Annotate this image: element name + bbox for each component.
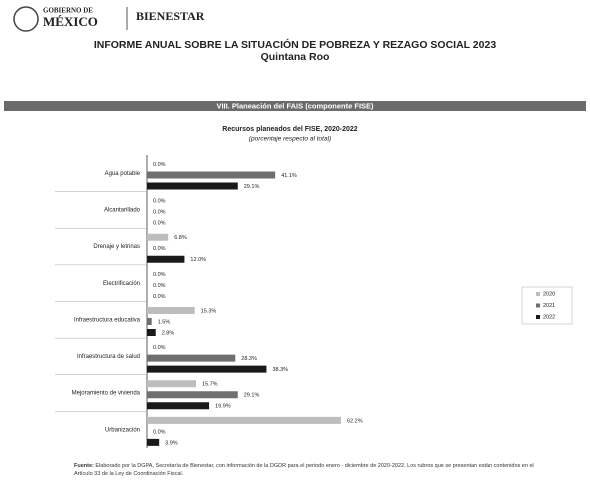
value-label: 0.0% bbox=[153, 272, 166, 278]
footnote-text: Elaborado por la DGPA, Secretaría de Bie… bbox=[74, 463, 534, 477]
legend-label: 2021 bbox=[543, 303, 555, 309]
category-label: Infraestructura educativa bbox=[74, 317, 141, 323]
bar bbox=[147, 182, 238, 190]
bar bbox=[147, 380, 196, 388]
gov-line1: GOBIERNO DE bbox=[43, 7, 93, 15]
footnote-label: Fuente: bbox=[74, 463, 94, 469]
value-label: 0.0% bbox=[153, 210, 166, 216]
bar bbox=[147, 402, 210, 410]
value-label: 0.0% bbox=[153, 199, 166, 205]
value-label: 15.3% bbox=[201, 308, 217, 314]
bar bbox=[147, 416, 341, 424]
legend-swatch bbox=[536, 292, 540, 296]
legend-box bbox=[521, 286, 573, 325]
agency: BIENESTAR bbox=[136, 9, 205, 23]
value-label: 0.0% bbox=[153, 246, 166, 252]
bar bbox=[147, 391, 238, 399]
bar bbox=[147, 233, 169, 241]
value-label: 15.7% bbox=[202, 382, 218, 388]
bar bbox=[147, 255, 185, 263]
value-label: 0.0% bbox=[153, 221, 166, 227]
category-label: Electrificación bbox=[103, 281, 140, 287]
category-label: Mejoramiento de vivienda bbox=[72, 391, 141, 397]
bar bbox=[147, 354, 236, 362]
legend-swatch bbox=[536, 303, 540, 308]
value-label: 29.1% bbox=[244, 184, 260, 190]
value-label: 12.0% bbox=[190, 257, 206, 263]
value-label: 41.1% bbox=[281, 173, 297, 179]
value-label: 0.0% bbox=[153, 283, 166, 289]
footnote: Fuente: Elaborado por la DGPA, Secretarí… bbox=[74, 462, 544, 478]
value-label: 2.8% bbox=[162, 330, 175, 336]
section-bar bbox=[4, 101, 586, 111]
value-label: 62.2% bbox=[347, 418, 363, 424]
legend-swatch bbox=[536, 315, 540, 319]
value-label: 38.3% bbox=[272, 367, 288, 373]
category-label: Infraestructura de salud bbox=[77, 354, 140, 360]
category-label: Agua potable bbox=[105, 171, 141, 177]
bar bbox=[147, 318, 152, 325]
category-label: Urbanización bbox=[105, 427, 140, 433]
report-subtitle: Quintana Roo bbox=[261, 51, 330, 63]
legend-label: 2022 bbox=[543, 314, 555, 320]
value-label: 0.0% bbox=[153, 429, 166, 435]
emblem bbox=[13, 6, 39, 32]
bar bbox=[147, 438, 160, 446]
legend-label: 2020 bbox=[543, 291, 555, 297]
category-label: Alcantarillado bbox=[104, 208, 141, 214]
value-label: 6.8% bbox=[174, 235, 187, 241]
section-title: VIII. Planeación del FAIS (componente FI… bbox=[216, 101, 374, 110]
chart-title: Recursos planeados del FISE, 2020-2022 bbox=[222, 126, 358, 133]
value-label: 3.9% bbox=[165, 440, 178, 446]
bar bbox=[147, 329, 156, 336]
bar bbox=[147, 365, 267, 373]
value-label: 28.3% bbox=[241, 356, 257, 362]
value-label: 0.0% bbox=[153, 162, 166, 168]
category-label: Drenaje y letrinas bbox=[93, 244, 140, 250]
bar bbox=[147, 171, 276, 179]
value-label: 1.5% bbox=[158, 319, 171, 325]
bar bbox=[147, 307, 195, 314]
value-label: 29.1% bbox=[244, 393, 260, 399]
value-label: 0.0% bbox=[153, 345, 166, 351]
report-title: INFORME ANUAL SOBRE LA SITUACIÓN DE POBR… bbox=[94, 38, 497, 51]
value-label: 0.0% bbox=[153, 294, 166, 300]
gov-line2: MÉXICO bbox=[43, 14, 98, 29]
chart-subtitle: (porcentaje respecto al total) bbox=[249, 136, 331, 143]
value-label: 19.9% bbox=[215, 404, 231, 410]
